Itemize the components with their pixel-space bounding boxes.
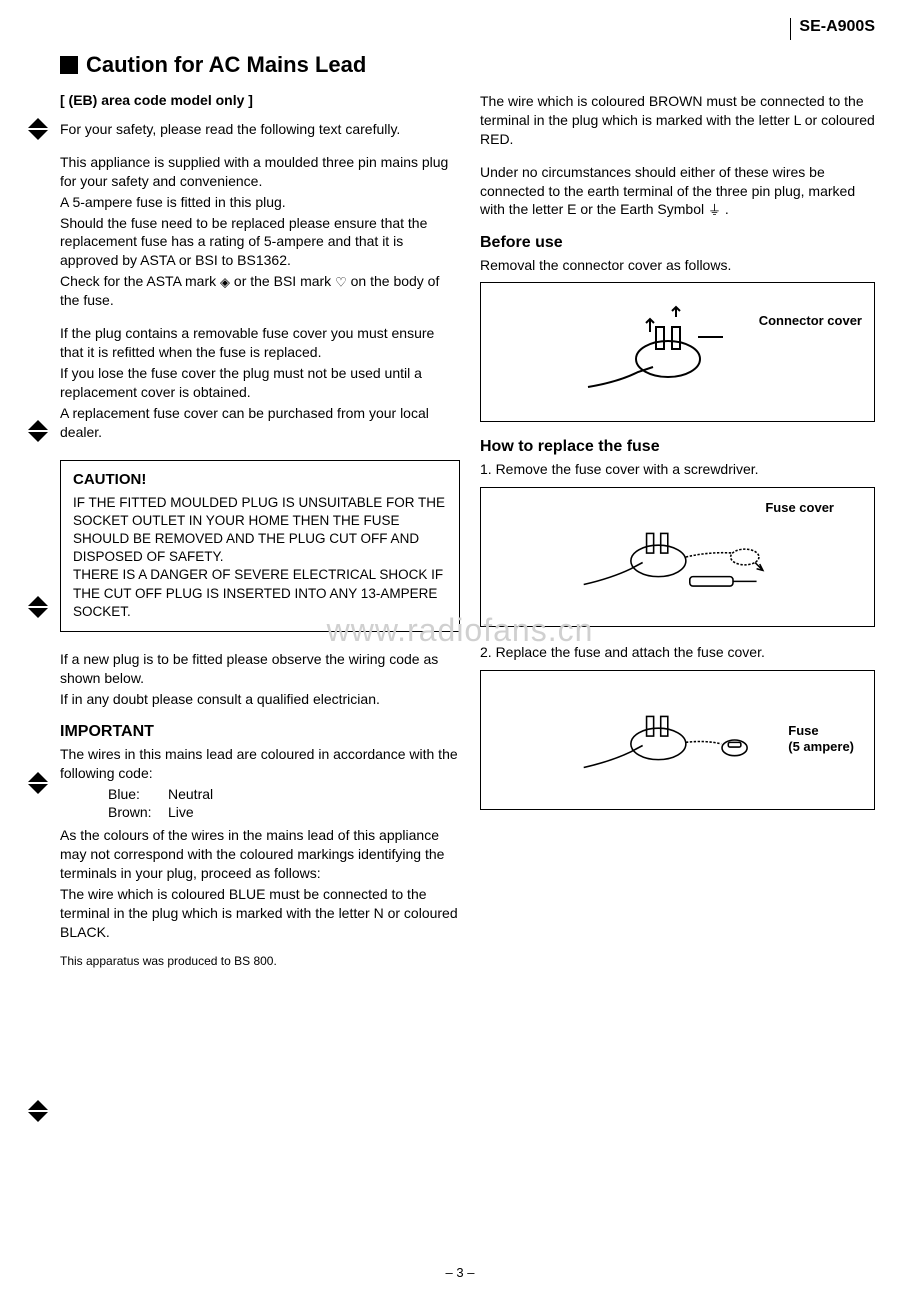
- body-paragraph: This appliance is supplied with a moulde…: [60, 153, 460, 191]
- body-paragraph: The wire which is coloured BROWN must be…: [480, 92, 875, 149]
- body-paragraph: If you lose the fuse cover the plug must…: [60, 364, 460, 402]
- section-heading: Before use: [480, 234, 875, 252]
- body-paragraph: As the colours of the wires in the mains…: [60, 826, 460, 883]
- subtitle: [ (EB) area code model only ]: [60, 92, 460, 108]
- important-heading: IMPORTANT: [60, 723, 460, 741]
- body-paragraph: If in any doubt please consult a qualifi…: [60, 690, 460, 709]
- label-text: Connector cover: [759, 313, 862, 329]
- body-paragraph: Removal the connector cover as follows.: [480, 256, 875, 275]
- wire-value: Live: [168, 803, 194, 822]
- body-paragraph: The wires in this mains lead are coloure…: [60, 745, 460, 783]
- plug-fuse-icon: [568, 685, 788, 795]
- binder-mark: [28, 772, 48, 792]
- binder-mark: [28, 1100, 48, 1120]
- step-text: 1. Remove the fuse cover with a screwdri…: [480, 460, 875, 479]
- body-paragraph: Should the fuse need to be replaced plea…: [60, 214, 460, 271]
- body-paragraph: Check for the ASTA mark ◈ or the BSI mar…: [60, 272, 460, 310]
- plug-screwdriver-icon: [568, 502, 788, 612]
- body-paragraph: The wire which is coloured BLUE must be …: [60, 885, 460, 942]
- caution-box: CAUTION! IF THE FITTED MOULDED PLUG IS U…: [60, 460, 460, 633]
- wire-label: Brown:: [108, 803, 168, 822]
- figure-fuse-replace: Fuse (5 ampere): [480, 670, 875, 810]
- caution-text: IF THE FITTED MOULDED PLUG IS UNSUITABLE…: [73, 494, 447, 567]
- figure-connector-cover: Connector cover: [480, 282, 875, 422]
- figure-label: Fuse cover: [765, 500, 834, 516]
- figure-label: Fuse (5 ampere): [788, 723, 854, 754]
- figure-label: Connector cover: [759, 313, 862, 329]
- model-header: SE-A900S: [790, 18, 875, 40]
- bsi-mark-icon: ♡: [335, 275, 347, 290]
- page-number: – 3 –: [446, 1265, 475, 1280]
- body-paragraph: A 5-ampere fuse is fitted in this plug.: [60, 193, 460, 212]
- step-text: 2. Replace the fuse and attach the fuse …: [480, 643, 875, 662]
- binder-mark: [28, 118, 48, 138]
- binder-mark: [28, 420, 48, 440]
- bullet-square-icon: [60, 56, 78, 74]
- asta-mark-icon: ◈: [220, 275, 230, 290]
- caution-heading: CAUTION!: [73, 471, 447, 488]
- section-heading: How to replace the fuse: [480, 438, 875, 456]
- page-title: Caution for AC Mains Lead: [60, 52, 875, 78]
- text-fragment: Check for the ASTA mark: [60, 273, 220, 289]
- text-fragment: or the BSI mark: [230, 273, 335, 289]
- wire-label: Blue:: [108, 785, 168, 804]
- label-text: Fuse: [788, 723, 854, 739]
- wire-value: Neutral: [168, 785, 213, 804]
- figure-fuse-cover: Fuse cover: [480, 487, 875, 627]
- wire-code-table: Blue: Neutral Brown: Live: [60, 785, 460, 823]
- plug-illustration-icon: [568, 297, 788, 407]
- page-title-text: Caution for AC Mains Lead: [86, 52, 366, 78]
- body-paragraph: A replacement fuse cover can be purchase…: [60, 404, 460, 442]
- footnote: This apparatus was produced to BS 800.: [60, 954, 460, 968]
- text-fragment: .: [721, 201, 729, 217]
- body-paragraph: If a new plug is to be fitted please obs…: [60, 650, 460, 688]
- earth-symbol-icon: ⏚: [708, 203, 721, 218]
- body-paragraph: Under no circumstances should either of …: [480, 163, 875, 220]
- binder-mark: [28, 596, 48, 616]
- label-text: (5 ampere): [788, 739, 854, 755]
- caution-text: THERE IS A DANGER OF SEVERE ELECTRICAL S…: [73, 566, 447, 621]
- text-fragment: Under no circumstances should either of …: [480, 164, 855, 218]
- body-paragraph: For your safety, please read the followi…: [60, 120, 460, 139]
- body-paragraph: If the plug contains a removable fuse co…: [60, 324, 460, 362]
